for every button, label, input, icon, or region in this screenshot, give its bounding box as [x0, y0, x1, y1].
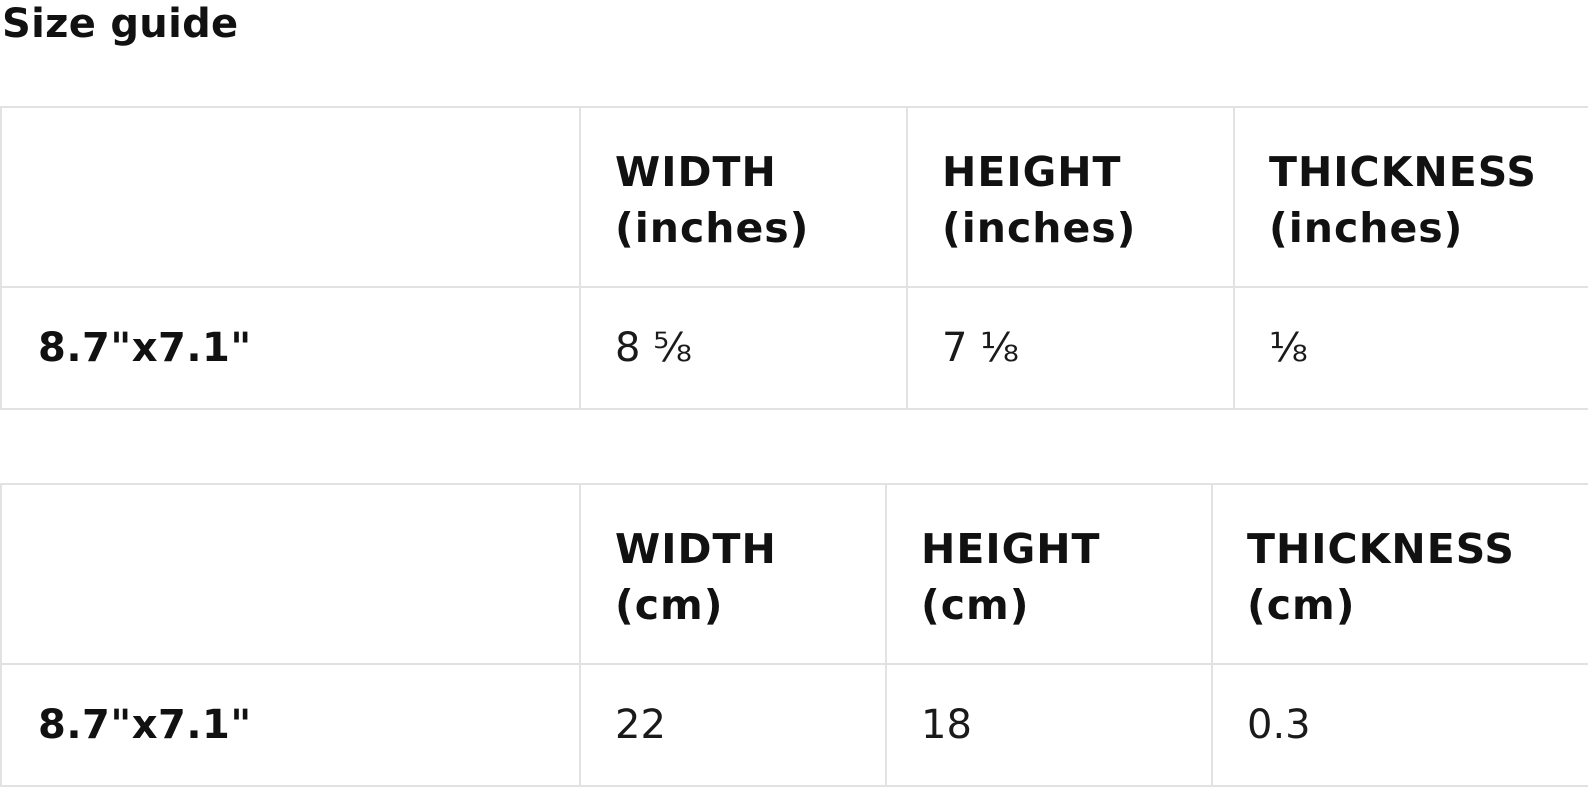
table-header-row: WIDTH (cm) HEIGHT (cm) THICKNESS (cm) — [0, 483, 1588, 665]
width-cell: 8 ⅝ — [579, 286, 908, 410]
column-header-thickness: THICKNESS (cm) — [1211, 483, 1588, 665]
column-header-thickness: THICKNESS (inches) — [1233, 106, 1588, 288]
height-value: 18 — [921, 702, 972, 748]
thickness-value: ⅛ — [1269, 325, 1308, 371]
column-header-unit: (cm) — [921, 581, 1030, 629]
size-table-cm: WIDTH (cm) HEIGHT (cm) THICKNESS (cm) 8.… — [0, 483, 1588, 787]
empty-corner-cell — [0, 106, 581, 288]
table-header-row: WIDTH (inches) HEIGHT (inches) THICKNESS… — [0, 106, 1588, 288]
height-cell: 7 ⅛ — [906, 286, 1235, 410]
column-header-name: WIDTH — [615, 525, 777, 573]
width-value: 8 ⅝ — [615, 325, 692, 371]
height-value: 7 ⅛ — [942, 325, 1019, 371]
width-value: 22 — [615, 702, 666, 748]
column-header-height: HEIGHT (cm) — [885, 483, 1213, 665]
row-label: 8.7"x7.1" — [38, 325, 252, 371]
column-header-name: THICKNESS — [1269, 148, 1537, 196]
table-row: 8.7"x7.1" 8 ⅝ 7 ⅛ ⅛ — [0, 286, 1588, 410]
column-header-name: HEIGHT — [921, 525, 1101, 573]
thickness-value: 0.3 — [1247, 702, 1311, 748]
height-cell: 18 — [885, 663, 1213, 787]
size-table-inches: WIDTH (inches) HEIGHT (inches) THICKNESS… — [0, 106, 1588, 410]
row-label-cell: 8.7"x7.1" — [0, 286, 581, 410]
width-cell: 22 — [579, 663, 887, 787]
column-header-name: THICKNESS — [1247, 525, 1515, 573]
column-header-unit: (inches) — [1269, 204, 1464, 252]
column-header-height: HEIGHT (inches) — [906, 106, 1235, 288]
column-header-width: WIDTH (cm) — [579, 483, 887, 665]
column-header-unit: (inches) — [942, 204, 1137, 252]
row-label-cell: 8.7"x7.1" — [0, 663, 581, 787]
empty-corner-cell — [0, 483, 581, 665]
column-header-unit: (cm) — [615, 581, 724, 629]
column-header-unit: (cm) — [1247, 581, 1356, 629]
column-header-width: WIDTH (inches) — [579, 106, 908, 288]
column-header-name: WIDTH — [615, 148, 777, 196]
thickness-cell: 0.3 — [1211, 663, 1588, 787]
table-row: 8.7"x7.1" 22 18 0.3 — [0, 663, 1588, 787]
row-label: 8.7"x7.1" — [38, 702, 252, 748]
thickness-cell: ⅛ — [1233, 286, 1588, 410]
page-title: Size guide — [2, 1, 239, 47]
column-header-name: HEIGHT — [942, 148, 1122, 196]
column-header-unit: (inches) — [615, 204, 810, 252]
